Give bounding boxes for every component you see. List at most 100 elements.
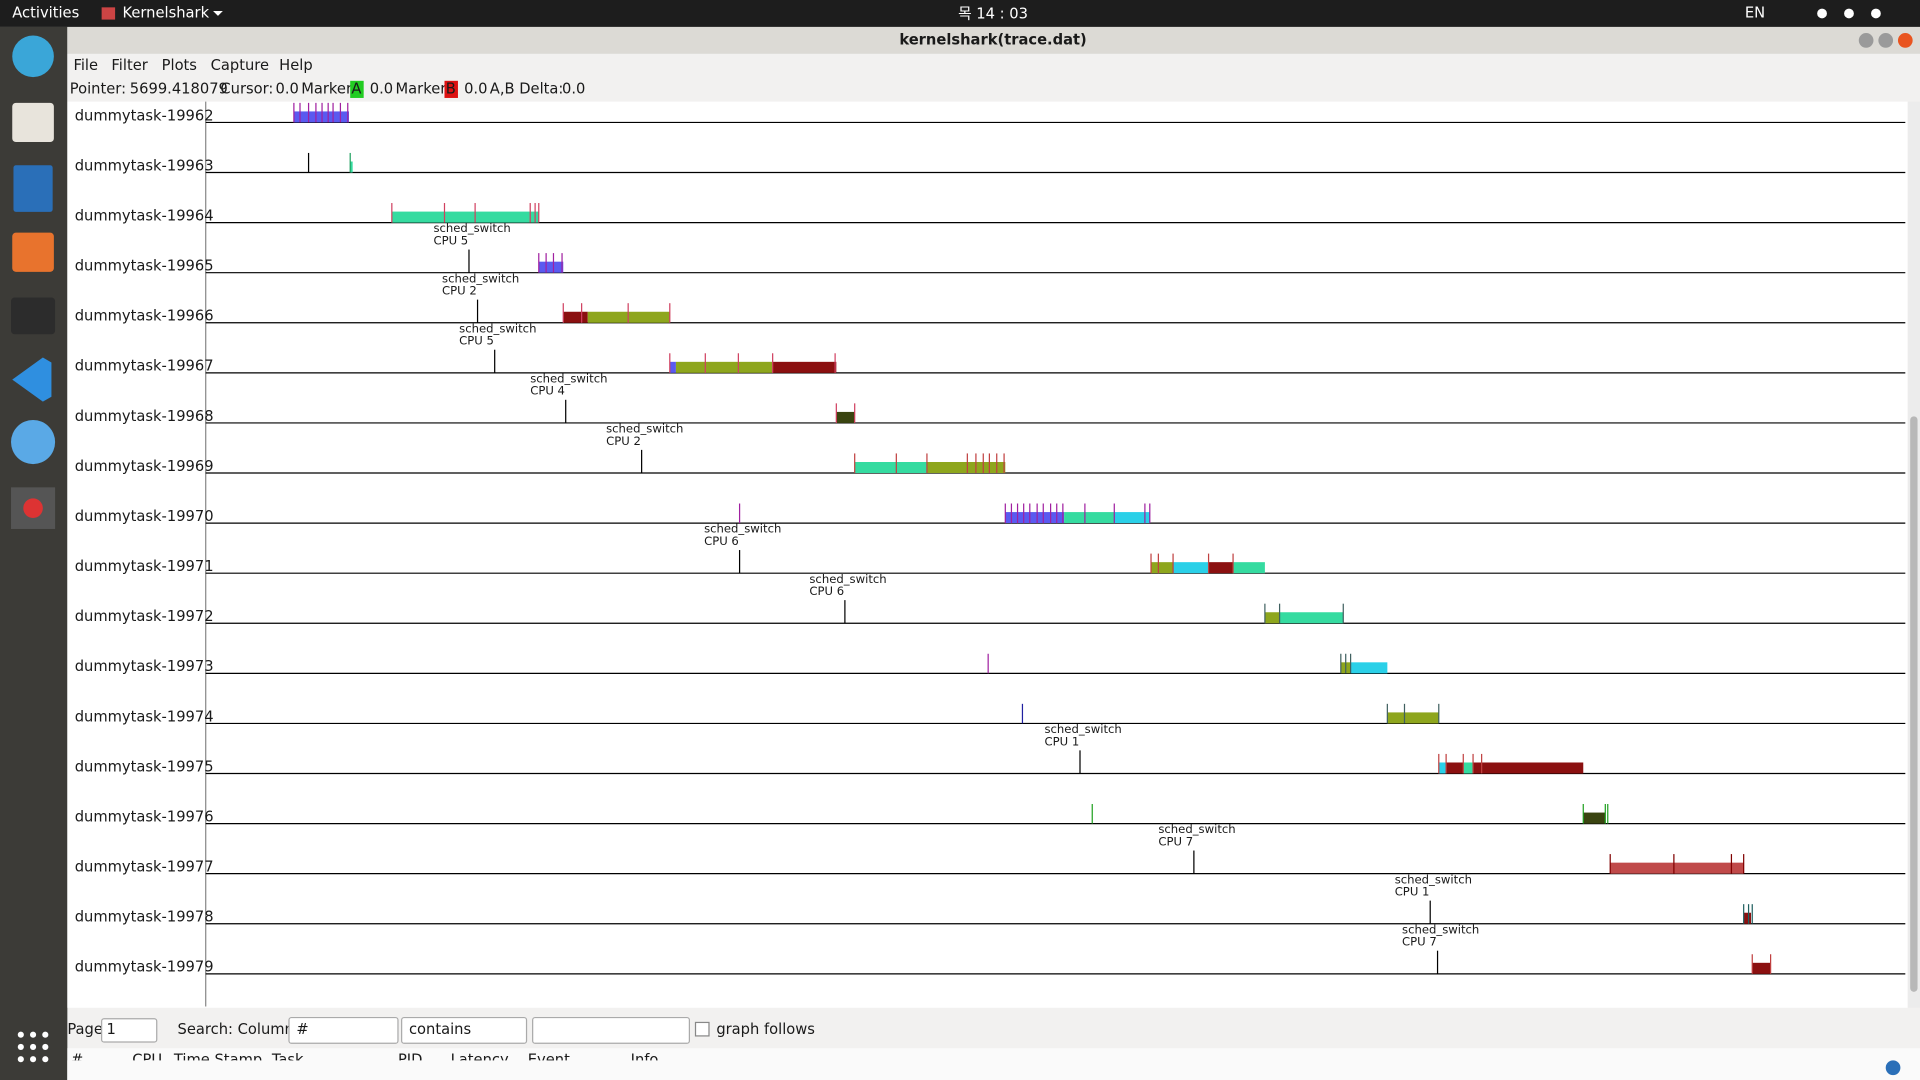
status-marker-b-label: Marker: [396, 80, 448, 97]
marker-b-box: [444, 80, 458, 98]
task-bar: [1583, 812, 1606, 824]
task-bar: [1387, 712, 1439, 724]
annotation-cpu: CPU 5: [459, 334, 494, 348]
task-bar: [1208, 562, 1234, 574]
task-label: dummytask-19973: [75, 658, 214, 675]
page-label: Page: [67, 1021, 103, 1038]
task-bar: [1233, 562, 1265, 574]
menu-item[interactable]: Capture: [211, 57, 269, 74]
task-bar: [1005, 512, 1065, 524]
task-label: dummytask-19975: [75, 758, 214, 775]
marker-b-tag: B: [446, 80, 456, 97]
status-cursor-label: Cursor:: [220, 80, 273, 97]
task-label: dummytask-19964: [75, 207, 214, 224]
marker-a-tag: A: [351, 80, 361, 97]
task-bar: [1610, 862, 1744, 874]
task-label: dummytask-19967: [75, 358, 214, 375]
task-bar: [1114, 512, 1150, 524]
annotation-cpu: CPU 6: [704, 534, 739, 548]
status-marker-a: 0.0: [370, 80, 393, 97]
annotation-cpu: CPU 2: [442, 284, 477, 298]
task-bar: [1173, 562, 1209, 574]
column-combo[interactable]: [288, 1016, 399, 1044]
task-label: dummytask-19962: [75, 107, 214, 124]
task-bar: [1743, 912, 1752, 924]
annotation-event: sched_switch: [433, 221, 510, 235]
table-cover: [67, 1060, 1892, 1080]
top-bar: [0, 0, 1920, 27]
task-bar: [1264, 612, 1280, 624]
annotation-event: sched_switch: [1158, 822, 1235, 836]
task-bar: [772, 361, 837, 373]
task-bar: [836, 411, 855, 423]
menu-item[interactable]: Help: [279, 57, 312, 74]
task-bar: [854, 462, 927, 474]
arrow: [213, 11, 223, 16]
task-bar: [1446, 762, 1464, 774]
task-bar: [669, 361, 676, 373]
info-icon: [1885, 1060, 1901, 1076]
task-label: dummytask-19970: [75, 508, 214, 525]
annotation-cpu: CPU 1: [1395, 885, 1430, 899]
task-label: dummytask-19972: [75, 608, 214, 625]
annotation-event: sched_switch: [1402, 922, 1479, 936]
menu-item[interactable]: Plots: [162, 57, 197, 74]
app-icon: [101, 7, 116, 20]
task-bar: [1752, 962, 1771, 974]
annotation-cpu: CPU 4: [530, 384, 565, 398]
task-bar: [675, 361, 773, 373]
task-label: dummytask-19974: [75, 708, 214, 725]
scroll-thumb[interactable]: [1910, 416, 1918, 992]
annotation-cpu: CPU 7: [1402, 935, 1437, 949]
task-bar: [926, 462, 1006, 474]
annotation-cpu: CPU 6: [809, 584, 844, 598]
menu-bar: [67, 53, 1920, 102]
status-delta: 0.0: [562, 80, 585, 97]
search-input[interactable]: [532, 1016, 690, 1044]
clock[interactable]: 목 14 : 03: [958, 6, 1028, 23]
tray-icons: [1817, 8, 1881, 19]
marker-a-box: [350, 80, 364, 98]
task-label: dummytask-19965: [75, 258, 214, 275]
task-bar: [1064, 512, 1115, 524]
mode-value: contains: [409, 1021, 471, 1038]
activities[interactable]: Activities: [12, 4, 79, 21]
annotation-event: sched_switch: [606, 422, 683, 436]
task-label: dummytask-19979: [75, 959, 214, 976]
mode-combo[interactable]: [401, 1016, 528, 1044]
page-spin[interactable]: [101, 1018, 158, 1043]
task-label: dummytask-19976: [75, 808, 214, 825]
status-marker-b: 0.0: [464, 80, 487, 97]
window-title: kernelshark(trace.dat): [899, 31, 1086, 48]
annotation-event: sched_switch: [809, 572, 886, 586]
language[interactable]: EN: [1745, 4, 1765, 21]
task-bar: [1279, 612, 1344, 624]
task-label: dummytask-19966: [75, 308, 214, 325]
column-value: #: [296, 1021, 308, 1038]
task-bar: [1151, 562, 1174, 574]
title-bar: [67, 26, 1920, 54]
annotation-event: sched_switch: [704, 522, 781, 536]
task-bar: [1438, 762, 1447, 774]
task-label: dummytask-19971: [75, 558, 214, 575]
graph-follows-checkbox[interactable]: [694, 1021, 710, 1037]
menu-item[interactable]: Filter: [111, 57, 148, 74]
task-label: dummytask-19969: [75, 458, 214, 475]
task-label: dummytask-19963: [75, 157, 214, 174]
task-bar: [391, 211, 539, 223]
app-menu[interactable]: Kernelshark: [122, 4, 209, 21]
window-controls[interactable]: [1858, 33, 1913, 48]
task-bar: [1350, 662, 1388, 674]
status-pointer-label: Pointer:: [70, 80, 126, 97]
menu-item[interactable]: File: [73, 57, 98, 74]
search-label: Search: Column:: [178, 1021, 299, 1038]
annotation-event: sched_switch: [442, 271, 519, 285]
status-delta-label: A,B Delta:: [490, 80, 564, 97]
dock-icons: [11, 35, 56, 1063]
graph-area: [67, 101, 1908, 1008]
annotation-cpu: CPU 5: [433, 233, 468, 247]
status-cursor: 0.0: [276, 80, 299, 97]
page-value: 1: [107, 1021, 116, 1038]
